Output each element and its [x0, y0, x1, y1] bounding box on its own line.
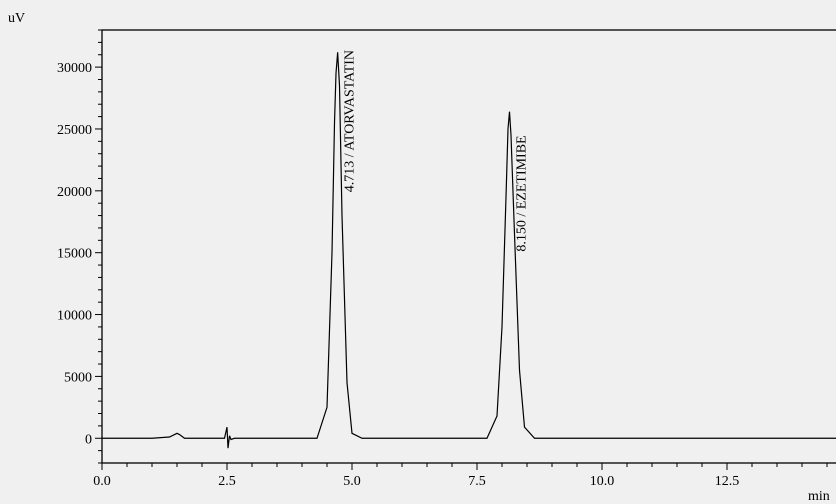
x-tick-label: 10.0	[590, 474, 615, 489]
plot-frame	[101, 29, 836, 464]
x-axis-ticks: 0.0 2.5 5.0 7.5 10.0 12.5	[93, 463, 828, 489]
y-tick-label: 10000	[57, 309, 92, 324]
x-tick-label: 0.0	[93, 474, 111, 489]
x-unit-label: min	[808, 489, 830, 504]
peak-label: 4.713 / ATORVASTATIN	[343, 50, 358, 192]
y-tick-label: 25000	[57, 123, 92, 138]
y-tick-label: 20000	[57, 185, 92, 200]
x-tick-label: 2.5	[218, 474, 236, 489]
peak-label: 8.150 / EZETIMIBE	[515, 135, 530, 251]
y-unit-label: uV	[8, 11, 25, 26]
peak-labels: 4.713 / ATORVASTATIN 8.150 / EZETIMIBE	[343, 50, 530, 252]
y-tick-label: 15000	[57, 247, 92, 262]
x-tick-label: 12.5	[715, 474, 740, 489]
y-tick-label: 5000	[64, 370, 92, 385]
y-tick-label: 0	[85, 432, 92, 447]
x-tick-label: 5.0	[343, 474, 361, 489]
y-tick-label: 30000	[57, 61, 92, 76]
chromatogram-trace	[102, 52, 836, 449]
y-axis-ticks: 0 5000 10000 15000 20000 25000 30000	[57, 29, 102, 464]
x-tick-label: 7.5	[468, 474, 486, 489]
